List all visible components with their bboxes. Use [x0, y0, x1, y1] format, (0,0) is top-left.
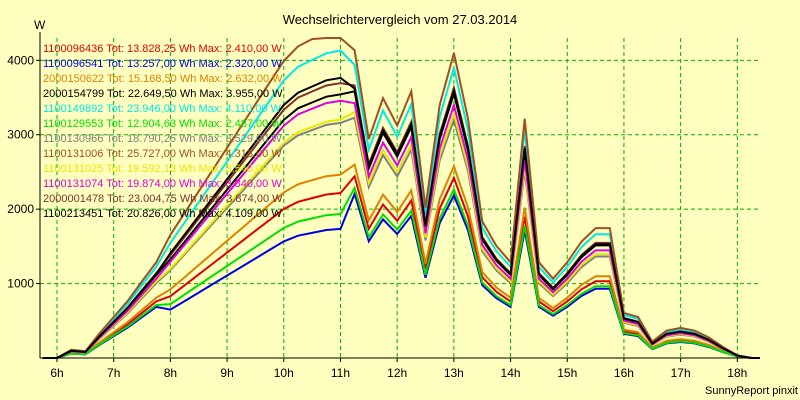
x-tick-label: 12h	[387, 366, 407, 380]
x-tick-label: 11h	[331, 366, 350, 380]
legend-entry-1100131025: 1100131025 Tot: 19.592,13 Wh Max: 3.540,…	[43, 163, 282, 175]
legend-entry-1100149892: 1100149892 Tot: 23.946,00 Wh Max: 4.110,…	[43, 103, 282, 115]
series-lines	[42, 37, 760, 359]
y-tick-label: 1000	[7, 277, 34, 291]
legend-entry-2000150622: 2000150622 Tot: 15.168,50 Wh Max: 2.632,…	[43, 73, 283, 85]
y-tick-label: 3000	[7, 128, 34, 142]
x-tick-label: 6h	[50, 366, 63, 380]
legend-entry-1100131006: 1100131006 Tot: 25.727,00 Wh Max: 4.313,…	[43, 148, 282, 160]
legend-entry-1100131074: 1100131074 Tot: 19.874,00 Wh Max: 3.840,…	[43, 178, 282, 190]
axes	[39, 32, 760, 359]
legend: 1100096436 Tot: 13.828,25 Wh Max: 2.410,…	[43, 43, 283, 220]
x-tick-label: 17h	[671, 366, 691, 380]
chart-title: Wechselrichtervergleich vom 27.03.2014	[283, 12, 518, 27]
series-line-1100213451	[42, 76, 760, 359]
tick-labels: 6h 7h 8h 9h 10h 11h 12h 13h 14h 15h 16h 17h 18h 1000 2…	[7, 53, 747, 380]
y-tick-label: 2000	[7, 202, 34, 216]
legend-entry-2000154799: 2000154799 Tot: 22.649,50 Wh Max: 3.955,…	[43, 88, 283, 100]
series-line-1100131006	[42, 37, 760, 359]
x-tick-label: 9h	[220, 366, 233, 380]
footer-credit: SunnyReport pinxit	[705, 385, 798, 397]
x-tick-label: 13h	[444, 366, 464, 380]
series-line-1100129553	[42, 185, 760, 359]
legend-entry-1100213451: 1100213451 Tot: 20.826,00 Wh Max: 4.109,…	[43, 208, 282, 220]
x-tick-label: 18h	[727, 366, 747, 380]
legend-entry-1100096436: 1100096436 Tot: 13.828,25 Wh Max: 2.410,…	[43, 43, 282, 55]
legend-entry-2000001478: 2000001478 Tot: 23.004,75 Wh Max: 3.874,…	[43, 193, 283, 205]
x-tick-label: 7h	[107, 366, 120, 380]
x-tick-label: 16h	[614, 366, 634, 380]
x-tick-label: 15h	[557, 366, 577, 380]
legend-entry-1100129553: 1100129553 Tot: 12.904,63 Wh Max: 2.487,…	[43, 118, 282, 130]
x-tick-label: 10h	[274, 366, 294, 380]
x-tick-label: 8h	[164, 366, 177, 380]
series-line-2000150622	[42, 162, 760, 359]
y-axis-label: W	[34, 18, 46, 32]
x-tick-label: 14h	[501, 366, 521, 380]
legend-entry-1100130966: 1100130966 Tot: 18.790,25 Wh Max: 3.529,…	[43, 133, 282, 145]
y-tick-label: 4000	[7, 53, 34, 67]
legend-entry-1100096541: 1100096541 Tot: 13.257,00 Wh Max: 2.320,…	[43, 58, 282, 70]
